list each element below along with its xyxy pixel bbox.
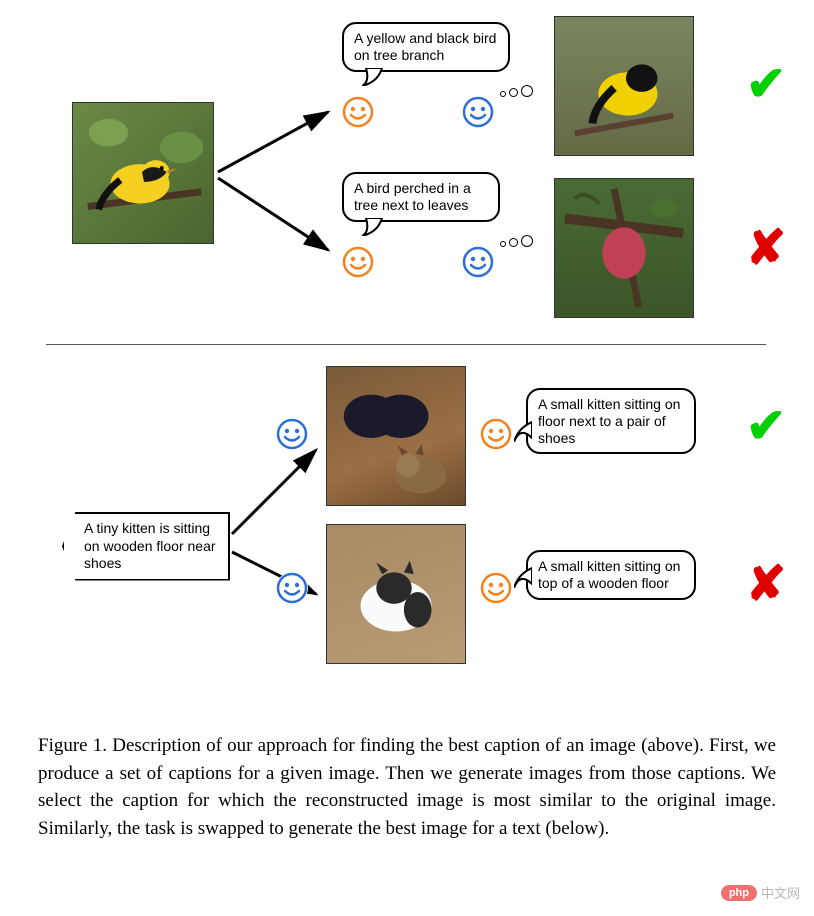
watermark-pill: php xyxy=(721,885,757,901)
arrow-top-1 xyxy=(210,100,340,180)
checkmark-icon: ✔ xyxy=(746,56,786,112)
caption-text: Figure 1. Description of our approach fo… xyxy=(38,732,776,842)
generator-smiley-icon xyxy=(276,418,308,450)
recaption-bubble-1: A small kitten sitting on floor next to … xyxy=(526,388,696,454)
caption-bubble-2: A bird perched in a tree next to leaves xyxy=(342,172,500,222)
checkmark-icon: ✔ xyxy=(746,398,786,454)
recaption-text-1: A small kitten sitting on floor next to … xyxy=(538,396,680,446)
bird-glyph xyxy=(555,17,693,155)
captioner-smiley-icon xyxy=(480,572,512,604)
watermark-text: 中文网 xyxy=(761,883,800,902)
arrow-bottom-2 xyxy=(224,546,324,606)
captioner-smiley-icon xyxy=(342,246,374,278)
arrow-bottom-1 xyxy=(224,440,324,540)
thought-dots-icon xyxy=(500,84,533,102)
generator-smiley-icon xyxy=(276,572,308,604)
input-text: A tiny kitten is sitting on wooden floor… xyxy=(84,520,216,571)
recaption-bubble-2: A small kitten sitting on top of a woode… xyxy=(526,550,696,600)
watermark: php 中文网 xyxy=(721,883,800,902)
generated-image-bad xyxy=(554,178,694,318)
generated-kitten-image-bad xyxy=(326,524,466,664)
caption-text-1: A yellow and black bird on tree branch xyxy=(354,30,496,63)
caption-text-2: A bird perched in a tree next to leaves xyxy=(354,180,471,213)
generator-smiley-icon xyxy=(462,96,494,128)
recaption-text-2: A small kitten sitting on top of a woode… xyxy=(538,558,680,591)
generated-image-good xyxy=(554,16,694,156)
generator-smiley-icon xyxy=(462,246,494,278)
source-bird-image xyxy=(72,102,214,244)
arrow-top-2 xyxy=(210,170,340,260)
captioner-smiley-icon xyxy=(342,96,374,128)
figure-caption: Figure 1. Description of our approach fo… xyxy=(0,726,814,842)
input-text-bubble: A tiny kitten is sitting on wooden floor… xyxy=(62,512,230,581)
cross-icon: ✘ xyxy=(746,220,786,276)
generated-kitten-image-good xyxy=(326,366,466,506)
caption-bubble-1: A yellow and black bird on tree branch xyxy=(342,22,510,72)
kitten-glyph xyxy=(327,367,465,505)
cross-icon: ✘ xyxy=(746,556,786,612)
kitten-glyph xyxy=(327,525,465,663)
thought-dots-icon xyxy=(500,234,533,252)
section-divider xyxy=(46,344,766,345)
figure-diagram: A yellow and black bird on tree branch A… xyxy=(0,0,814,726)
bird-glyph xyxy=(555,179,693,317)
captioner-smiley-icon xyxy=(480,418,512,450)
